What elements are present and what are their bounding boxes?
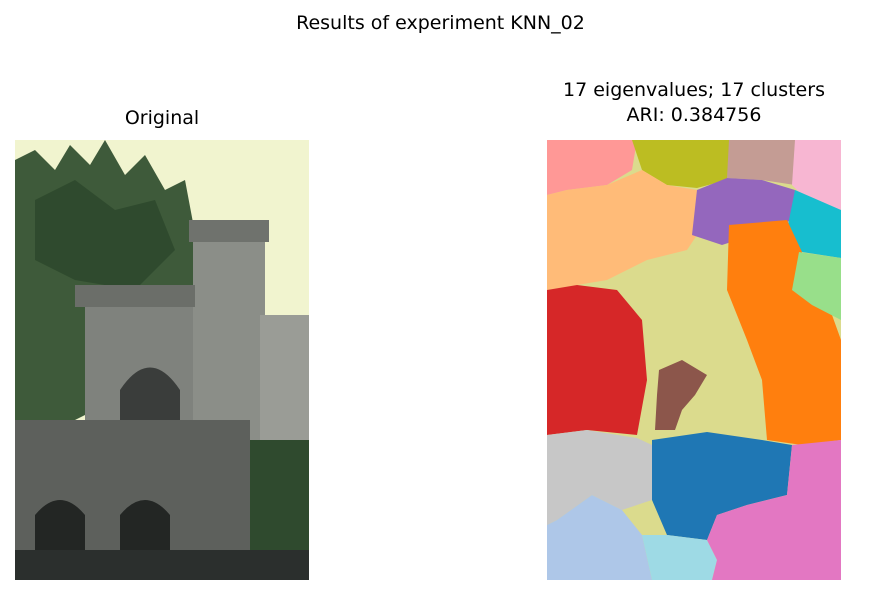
segmentation-title: 17 eigenvalues; 17 clusters ARI: 0.38475… [494, 78, 881, 128]
segmentation-title-ari: ARI: 0.384756 [626, 104, 762, 126]
castle-photo [15, 140, 309, 580]
right-building [260, 315, 309, 455]
segment-gray [547, 430, 652, 525]
original-image-title: Original [124, 107, 200, 129]
bridge-arch-left [35, 500, 85, 550]
segmentation-image [547, 140, 841, 580]
segment-red [547, 285, 647, 435]
segmentation-map [547, 140, 841, 580]
segment-lightblue [547, 495, 652, 580]
segment-skyblue [642, 535, 717, 580]
segment-blue [652, 432, 792, 540]
segment-magenta [707, 440, 841, 580]
original-image [15, 140, 309, 580]
bridge-arch-right [120, 500, 170, 550]
segment-peach [547, 170, 707, 290]
segment-orange [727, 220, 841, 445]
segment-lightgreen [792, 252, 841, 320]
segment-pink-light [547, 140, 637, 195]
wall-battlement [75, 285, 195, 307]
segmentation-title-eigen: 17 eigenvalues; 17 clusters [563, 79, 825, 101]
segment-cyan [787, 190, 841, 258]
figure-suptitle: Results of experiment KNN_02 [296, 12, 585, 34]
tower-battlement [189, 220, 269, 242]
water [15, 550, 309, 580]
segment-rose [727, 140, 797, 185]
segment-brown [655, 360, 707, 430]
segment-pink [792, 140, 841, 210]
tree-shadow [35, 180, 175, 290]
segment-olive [632, 140, 732, 188]
bushes [250, 440, 309, 550]
